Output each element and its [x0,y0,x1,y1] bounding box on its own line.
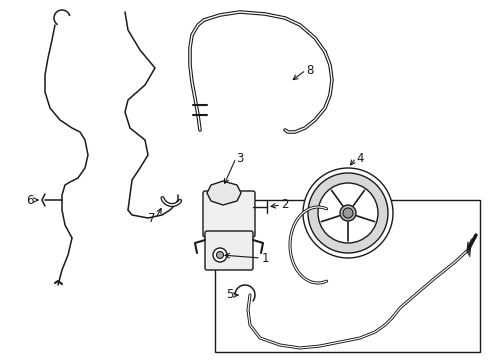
Polygon shape [206,181,241,205]
Circle shape [339,205,355,221]
Bar [215,200,479,352]
Text: 2: 2 [281,198,288,211]
Circle shape [213,248,226,262]
Text: 5: 5 [226,288,233,302]
Circle shape [307,173,387,253]
Text: 7: 7 [148,211,156,225]
Text: 4: 4 [356,152,363,165]
FancyBboxPatch shape [203,191,254,237]
Text: 6: 6 [26,194,34,207]
Circle shape [342,208,352,218]
Circle shape [317,183,377,243]
Circle shape [303,168,392,258]
Circle shape [216,252,223,258]
Text: 3: 3 [236,152,243,165]
Text: 8: 8 [305,63,313,77]
Text: 1: 1 [261,252,268,265]
FancyBboxPatch shape [204,231,252,270]
